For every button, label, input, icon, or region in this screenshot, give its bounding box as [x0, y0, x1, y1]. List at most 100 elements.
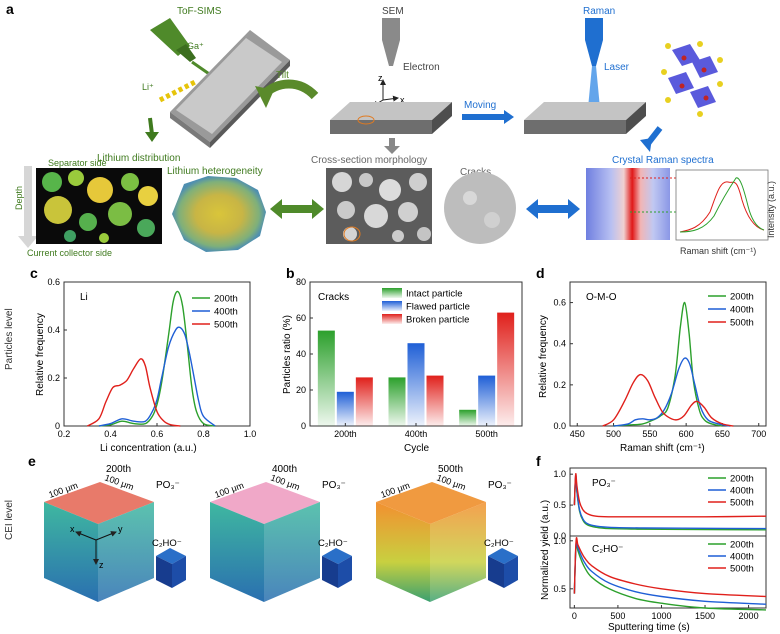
panel-f-bottom-label: C₂HO⁻ — [592, 544, 623, 555]
legend-label: 400th — [730, 486, 754, 497]
x-tick-label: 2000 — [739, 611, 759, 621]
x-tick-label: 600 — [679, 429, 694, 439]
panel-b-xlabel: Cycle — [404, 443, 429, 454]
x-tick-label: 500 — [610, 611, 625, 621]
panel-f-ylabel: Normalized yield (a.u.) — [540, 500, 551, 600]
panel-label-b: b — [286, 265, 295, 281]
plot-frame-d — [569, 281, 767, 427]
plot-frame-f-bottom — [569, 535, 767, 609]
raman-optic — [585, 18, 603, 66]
legend-label: Intact particle — [406, 289, 463, 300]
cei-cube-front — [210, 502, 264, 602]
x-tick-label: 1500 — [695, 611, 715, 621]
series-line-500th — [602, 373, 734, 427]
legend-label: Broken particle — [406, 315, 469, 326]
cracks-particle-texture-2 — [484, 212, 500, 228]
cei-axis-z-label: z — [99, 560, 104, 570]
sem-sample-slab — [330, 102, 452, 134]
panel-d-ylabel: Relative frequency — [538, 315, 549, 398]
x-tick-label: 0.4 — [104, 429, 117, 439]
cei-small-cube-front — [322, 556, 338, 588]
separator-side-label: Separator side — [48, 158, 107, 168]
cei-cube-po3-label: PO₃⁻ — [156, 480, 180, 491]
sem-axis-x: x — [400, 95, 405, 105]
raman-inset-ylabel: Intensity (a.u.) — [766, 181, 776, 238]
bar-Intact particle — [388, 377, 406, 426]
y-tick-label: 1.0 — [553, 469, 566, 479]
raman-spectrum-inset — [675, 169, 769, 241]
double-arrow-blue-left — [526, 199, 538, 219]
panel-f: f PO₃⁻ C₂HO⁻ Normalized yield (a.u.) Spu… — [536, 453, 767, 633]
cei-small-cube-front — [488, 556, 504, 588]
moving-arrow — [462, 114, 504, 120]
lithium-distribution-map — [36, 168, 162, 244]
y-tick-label: 40 — [296, 349, 306, 359]
y-tick-label: 0.2 — [47, 373, 60, 383]
legend-label: 500th — [730, 564, 754, 575]
crystal-raman-label: Crystal Raman spectra — [612, 155, 714, 166]
y-tick-label: 80 — [296, 277, 306, 287]
x-tick-label: 0.8 — [197, 429, 210, 439]
panel-f-top-label: PO₃⁻ — [592, 478, 616, 489]
panel-c: c Li Relative frequency Li concentration… — [30, 265, 256, 454]
panel-f-xlabel: Sputtering time (s) — [608, 622, 690, 633]
panel-label-a: a — [6, 1, 14, 17]
bar-Flawed particle — [407, 343, 425, 426]
y-tick-label: 0.6 — [553, 298, 566, 308]
cei-cube-po3-label: PO₃⁻ — [488, 480, 512, 491]
tilt-label: Tilt — [276, 70, 289, 81]
panel-label-c: c — [30, 265, 38, 281]
y-tick-label: 0.0 — [553, 531, 566, 541]
raman-map-image — [586, 168, 670, 240]
cei-cube-cycle-label: 400th — [272, 464, 297, 475]
cross-section-image — [326, 168, 432, 244]
panel-d-inner-label: O-M-O — [586, 292, 617, 303]
cei-small-cube-top — [322, 548, 352, 564]
depth-arrowhead — [18, 236, 38, 248]
panel-d-xlabel: Raman shift (cm⁻¹) — [620, 443, 705, 454]
moving-arrowhead — [504, 110, 514, 124]
bar-Intact particle — [459, 409, 477, 426]
sem-down-arrowhead — [384, 146, 400, 154]
cei-cube-front — [44, 502, 98, 602]
cei-small-cube-side — [172, 556, 186, 588]
tofsims-ion-gun — [150, 18, 196, 62]
tofsims-sample-slab — [170, 30, 290, 148]
double-arrow-green-right — [312, 199, 324, 219]
panel-c-inner-label: Li — [80, 292, 88, 303]
bar-Broken particle — [426, 375, 444, 426]
y-tick-label: 0.2 — [553, 380, 566, 390]
bar-Flawed particle — [336, 391, 354, 426]
series-line-500th — [86, 358, 181, 427]
legend-label: 400th — [214, 307, 238, 318]
legend-label: 400th — [730, 305, 754, 316]
raman-sample-slab — [524, 102, 646, 134]
cei-cube-side — [98, 502, 154, 602]
legend-label: 200th — [214, 294, 238, 305]
moving-label: Moving — [464, 100, 496, 111]
y-tick-label: 0.6 — [47, 277, 60, 287]
series-line-500th — [573, 537, 767, 598]
cross-section-label: Cross-section morphology — [311, 155, 427, 166]
raman-inset-xlabel: Raman shift (cm⁻¹) — [680, 246, 756, 256]
sem-label: SEM — [382, 6, 404, 17]
cei-small-cube-side — [504, 556, 518, 588]
series-line-400th — [98, 326, 216, 427]
legend-label: 200th — [730, 540, 754, 551]
legend-label: 200th — [730, 292, 754, 303]
cei-cube-po3-label: PO₃⁻ — [322, 480, 346, 491]
sem-axis-z: z — [378, 73, 383, 83]
x-tick-label: 650 — [715, 429, 730, 439]
panel-c-ylabel: Relative frequency — [35, 313, 46, 396]
series-line-200th — [613, 301, 723, 427]
legend-label: Flawed particle — [406, 302, 470, 313]
y-tick-label: 0 — [55, 421, 60, 431]
legend-label: 400th — [730, 552, 754, 563]
depth-arrow — [24, 166, 32, 238]
legend-label: 200th — [730, 474, 754, 485]
legend-swatch — [382, 301, 402, 311]
lithium-heterogeneity-label: Lithium heterogeneity — [167, 166, 263, 177]
panel-label-e: e — [28, 453, 36, 469]
